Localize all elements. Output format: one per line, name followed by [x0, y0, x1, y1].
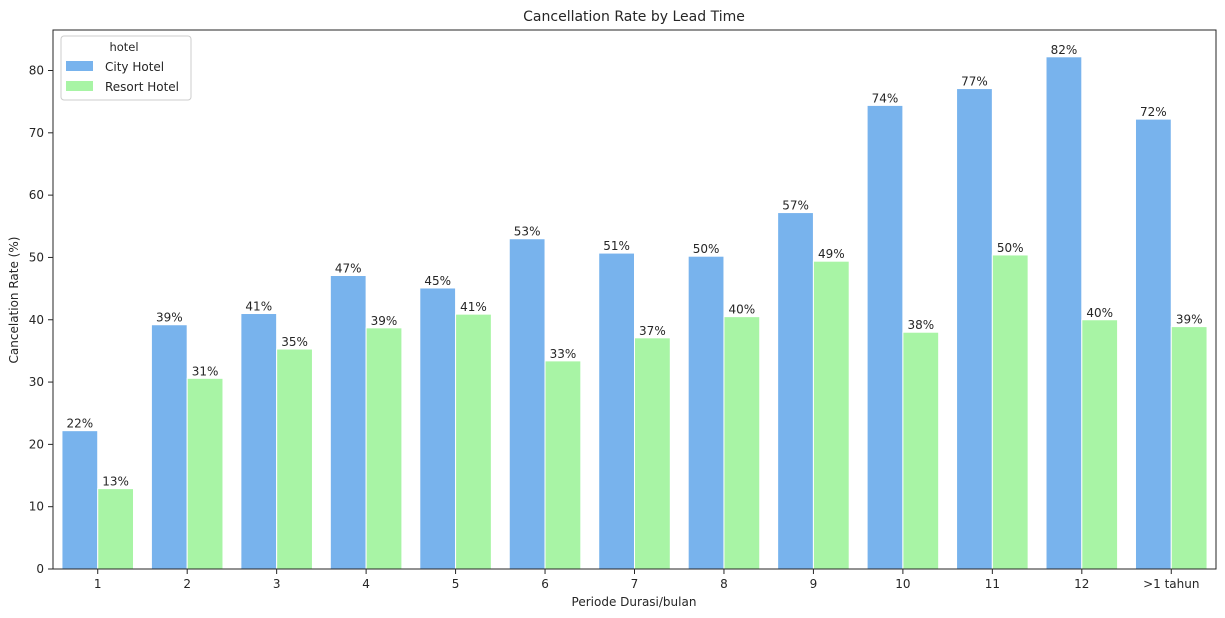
- bar-resort-hotel: [544, 360, 582, 570]
- bar-resort-hotel: [723, 316, 761, 570]
- bar-city-hotel: [1045, 56, 1083, 570]
- x-tick-label: >1 tahun: [1143, 577, 1199, 591]
- data-label-city-hotel: 72%: [1140, 105, 1167, 119]
- bar-resort-hotel: [365, 327, 403, 570]
- bar-resort-hotel: [902, 331, 940, 570]
- bar-resort-hotel: [991, 254, 1029, 570]
- y-axis-label: Cancelation Rate (%): [7, 237, 21, 364]
- data-label-resort-hotel: 40%: [729, 303, 756, 317]
- x-tick-label: 4: [362, 577, 370, 591]
- y-tick-label: 40: [29, 313, 44, 327]
- data-label-resort-hotel: 40%: [1086, 306, 1113, 320]
- x-tick-label: 9: [810, 577, 818, 591]
- bar-resort-hotel: [812, 260, 850, 570]
- bar-resort-hotel: [186, 377, 224, 570]
- legend-swatch-city-hotel: [66, 61, 93, 71]
- x-axis-label: Periode Durasi/bulan: [572, 595, 697, 609]
- bar-city-hotel: [866, 104, 904, 570]
- x-tick-label: 12: [1074, 577, 1089, 591]
- bar-city-hotel: [1134, 118, 1172, 570]
- data-label-resort-hotel: 39%: [371, 314, 398, 328]
- data-label-city-hotel: 82%: [1051, 43, 1078, 57]
- y-tick-label: 50: [29, 250, 44, 264]
- data-label-city-hotel: 57%: [782, 199, 809, 213]
- x-tick-label: 3: [273, 577, 281, 591]
- bar-city-hotel: [61, 430, 99, 570]
- x-tick-label: 5: [452, 577, 460, 591]
- data-label-city-hotel: 51%: [603, 239, 630, 253]
- data-label-city-hotel: 22%: [67, 417, 94, 431]
- legend: hotel City Hotel Resort Hotel: [60, 35, 192, 101]
- legend-box: [60, 35, 192, 101]
- bar-city-hotel: [687, 255, 725, 570]
- y-tick-label: 0: [36, 562, 44, 576]
- x-tick-label: 8: [720, 577, 728, 591]
- bar-city-hotel: [598, 252, 636, 570]
- data-label-resort-hotel: 49%: [818, 247, 845, 261]
- bar-city-hotel: [956, 88, 993, 570]
- y-tick-label: 10: [29, 500, 44, 514]
- x-tick-label: 7: [631, 577, 639, 591]
- data-label-resort-hotel: 37%: [639, 324, 666, 338]
- bar-city-hotel: [150, 324, 188, 570]
- x-tick-label: 2: [183, 577, 191, 591]
- bar-city-hotel: [419, 287, 457, 570]
- bar-city-hotel: [508, 238, 546, 570]
- data-label-resort-hotel: 31%: [192, 364, 219, 378]
- data-label-city-hotel: 77%: [961, 75, 988, 89]
- bar-city-hotel: [329, 275, 367, 570]
- data-label-city-hotel: 53%: [514, 225, 541, 239]
- x-tick-label: 1: [94, 577, 102, 591]
- bar-resort-hotel: [276, 348, 313, 570]
- data-label-city-hotel: 74%: [872, 91, 899, 105]
- data-label-city-hotel: 39%: [156, 311, 183, 325]
- data-label-resort-hotel: 38%: [907, 318, 934, 332]
- data-label-city-hotel: 47%: [335, 262, 362, 276]
- y-tick-label: 60: [29, 188, 44, 202]
- bar-resort-hotel: [634, 337, 671, 570]
- legend-label-city-hotel: City Hotel: [105, 60, 164, 74]
- y-tick-label: 80: [29, 64, 44, 78]
- data-label-resort-hotel: 50%: [997, 241, 1024, 255]
- plot-area: 0 10 20 30 40 50 60 70 80 1 22% 13% 2 39% 31% 3 41% 35% 4 4…: [29, 43, 1208, 591]
- data-label-resort-hotel: 39%: [1176, 313, 1203, 327]
- chart-title: Cancellation Rate by Lead Time: [523, 9, 745, 25]
- x-tick-label: 6: [541, 577, 549, 591]
- data-label-city-hotel: 50%: [693, 242, 720, 256]
- bar-resort-hotel: [1081, 319, 1119, 570]
- plot-frame: [52, 29, 1217, 570]
- y-tick-label: 20: [29, 437, 44, 451]
- data-label-resort-hotel: 33%: [550, 347, 577, 361]
- data-label-resort-hotel: 13%: [102, 475, 129, 489]
- bar-city-hotel: [240, 313, 278, 570]
- legend-label-resort-hotel: Resort Hotel: [105, 80, 179, 94]
- y-tick-label: 30: [29, 375, 44, 389]
- bar-resort-hotel: [455, 313, 492, 570]
- legend-swatch-resort-hotel: [66, 81, 93, 91]
- data-label-resort-hotel: 41%: [460, 300, 487, 314]
- bar-city-hotel: [777, 212, 814, 570]
- x-tick-label: 10: [895, 577, 910, 591]
- y-tick-label: 70: [29, 126, 44, 140]
- bar-resort-hotel: [97, 488, 135, 570]
- data-label-city-hotel: 45%: [424, 274, 451, 288]
- legend-title: hotel: [109, 40, 138, 54]
- x-tick-label: 11: [985, 577, 1000, 591]
- data-label-city-hotel: 41%: [245, 300, 272, 314]
- bar-resort-hotel: [1170, 326, 1208, 570]
- data-label-resort-hotel: 35%: [281, 335, 308, 349]
